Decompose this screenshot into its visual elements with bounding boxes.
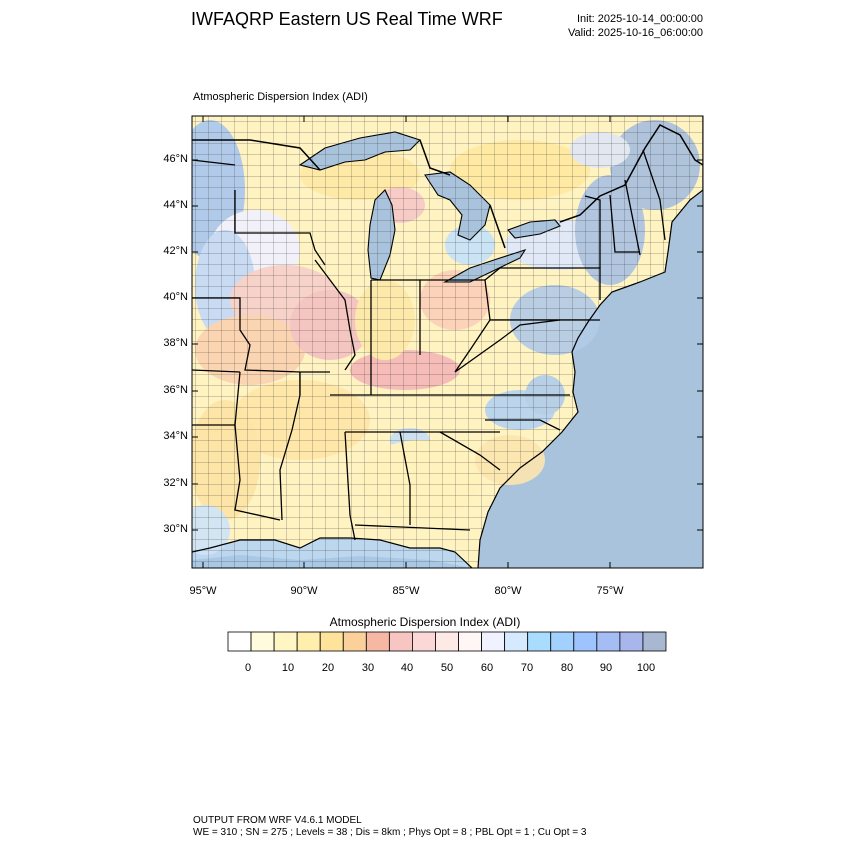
colorbar-swatch bbox=[435, 631, 459, 652]
colorbar-swatch bbox=[388, 631, 413, 652]
colorbar-swatch bbox=[596, 631, 621, 652]
colorbar-label: 70 bbox=[520, 662, 534, 674]
colorbar-swatch bbox=[504, 631, 529, 652]
lat-label: 38°N bbox=[163, 337, 188, 349]
lon-label: 95°W bbox=[189, 585, 217, 597]
lat-label: 30°N bbox=[163, 523, 188, 535]
colorbar-swatch bbox=[365, 631, 390, 652]
lon-label: 90°W bbox=[290, 585, 318, 597]
colorbar-label: 0 bbox=[244, 662, 252, 674]
lon-label: 80°W bbox=[494, 585, 522, 597]
colorbar-swatch bbox=[458, 631, 482, 652]
lat-label: 44°N bbox=[163, 199, 188, 211]
colorbar-swatch bbox=[296, 631, 321, 652]
colorbar-label: 60 bbox=[480, 662, 494, 674]
colorbar-swatch bbox=[227, 631, 252, 652]
colorbar bbox=[227, 631, 667, 652]
colorbar-label: 100 bbox=[636, 662, 656, 674]
coastline bbox=[477, 189, 703, 568]
lon-label: 75°W bbox=[596, 585, 624, 597]
colorbar-label: 80 bbox=[560, 662, 574, 674]
plot-subtitle: Atmospheric Dispersion Index (ADI) bbox=[193, 91, 368, 103]
map-frame bbox=[191, 115, 704, 569]
colorbar-swatch bbox=[273, 631, 298, 652]
colorbar-label: 40 bbox=[400, 662, 414, 674]
colorbar-label: 20 bbox=[321, 662, 335, 674]
footer-settings: WE = 310 ; SN = 275 ; Levels = 38 ; Dis … bbox=[193, 827, 587, 838]
colorbar-swatch bbox=[527, 631, 552, 652]
lat-label: 36°N bbox=[163, 384, 188, 396]
lon-label: 85°W bbox=[392, 585, 420, 597]
county-lines bbox=[192, 116, 703, 568]
lat-label: 40°N bbox=[163, 291, 188, 303]
latitude-ticks bbox=[192, 159, 703, 531]
main-title: IWFAQRP Eastern US Real Time WRF bbox=[191, 9, 503, 29]
colorbar-swatch bbox=[573, 631, 598, 652]
lat-label: 34°N bbox=[163, 430, 188, 442]
colorbar-swatch bbox=[642, 631, 667, 652]
colorbar-swatch bbox=[481, 631, 506, 652]
lat-label: 32°N bbox=[163, 477, 188, 489]
map-area bbox=[192, 116, 703, 568]
colorbar-label: 50 bbox=[440, 662, 454, 674]
colorbar-swatch bbox=[319, 631, 344, 652]
state-borders bbox=[192, 149, 666, 541]
footer-model: OUTPUT FROM WRF V4.6.1 MODEL bbox=[193, 815, 362, 826]
lat-label: 42°N bbox=[163, 245, 188, 257]
valid-time: Valid: 2025-10-16_06:00:00 bbox=[568, 27, 703, 39]
colorbar-swatch bbox=[619, 631, 644, 652]
colorbar-swatch bbox=[412, 631, 436, 652]
canada-border bbox=[192, 124, 703, 249]
init-time: Init: 2025-10-14_00:00:00 bbox=[577, 13, 703, 25]
lat-label: 46°N bbox=[163, 153, 188, 165]
colorbar-swatch bbox=[550, 631, 575, 652]
colorbar-title: Atmospheric Dispersion Index (ADI) bbox=[329, 615, 521, 629]
colorbar-swatch bbox=[250, 631, 275, 652]
gulf-coastline bbox=[192, 537, 473, 568]
colorbar-label: 30 bbox=[361, 662, 375, 674]
colorbar-label: 90 bbox=[599, 662, 613, 674]
colorbar-label: 10 bbox=[281, 662, 295, 674]
colorbar-swatch bbox=[342, 631, 367, 652]
longitude-ticks bbox=[202, 116, 611, 568]
